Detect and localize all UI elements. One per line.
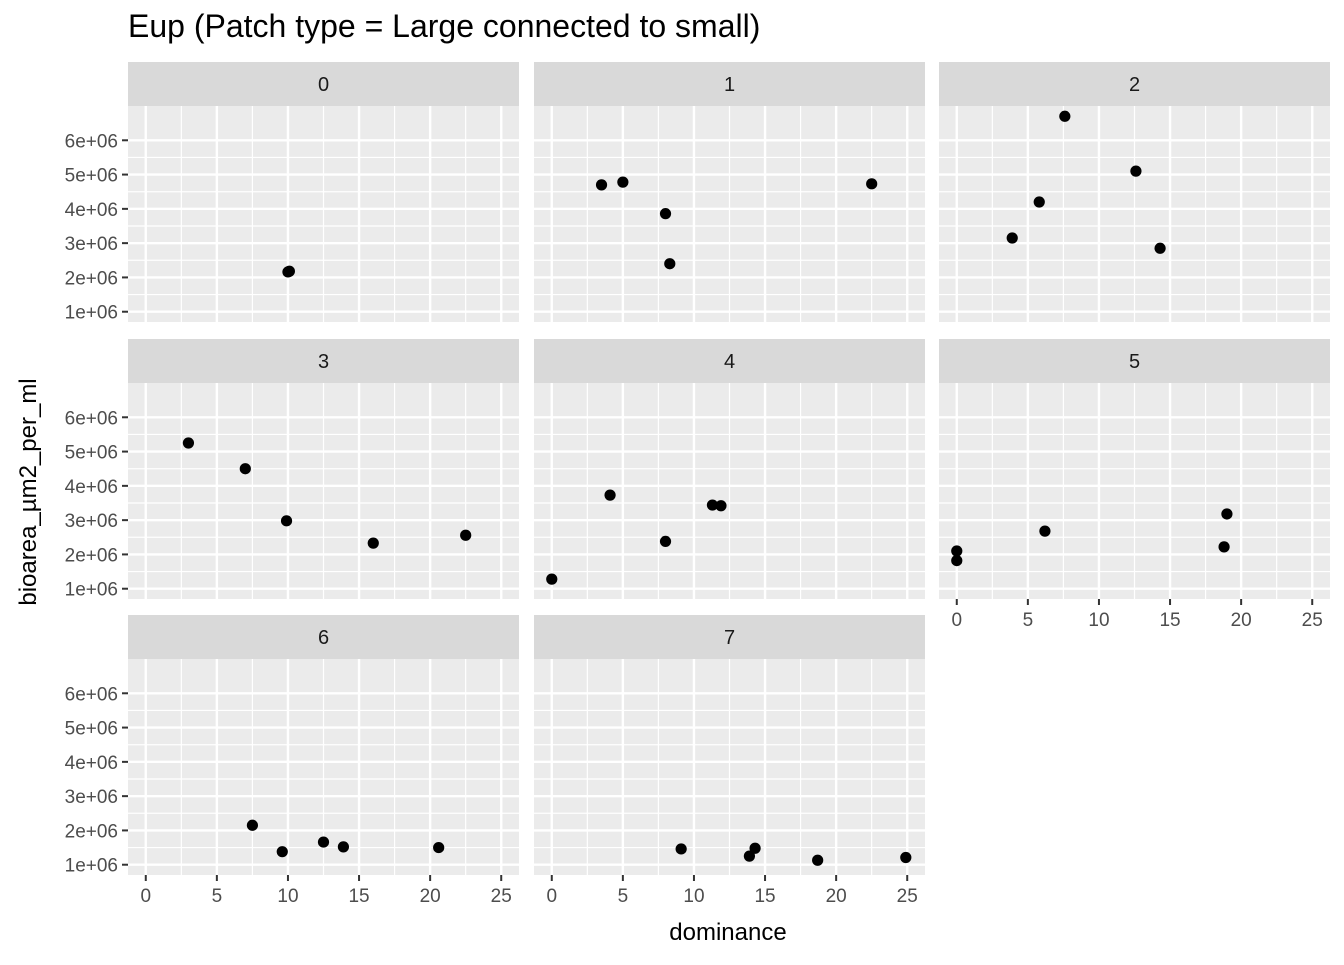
- y-tick-label: 2e+06: [65, 821, 118, 842]
- data-point: [460, 529, 472, 541]
- data-point: [866, 178, 878, 190]
- facet-strip: [128, 615, 519, 659]
- x-tick-label: 20: [826, 886, 847, 907]
- y-tick-label: 2e+06: [65, 545, 118, 566]
- data-point: [246, 819, 259, 831]
- facet-strip: [939, 62, 1330, 106]
- data-point: [743, 850, 756, 862]
- data-point: [715, 500, 727, 512]
- x-tick-label: 25: [897, 886, 918, 907]
- facet-label: 0: [318, 74, 329, 96]
- data-point: [951, 545, 963, 557]
- y-tick-label: 3e+06: [65, 787, 118, 808]
- x-tick-label: 25: [491, 886, 512, 907]
- y-tick-label: 3e+06: [65, 511, 118, 532]
- y-tick-label: 5e+06: [65, 443, 118, 464]
- x-tick-label: 10: [1088, 610, 1109, 631]
- y-tick-label: 4e+06: [65, 477, 118, 498]
- data-point: [664, 258, 676, 270]
- data-point: [317, 836, 330, 848]
- x-tick-label: 20: [420, 886, 441, 907]
- y-tick-label: 4e+06: [65, 753, 118, 774]
- data-point: [749, 842, 761, 854]
- data-point: [617, 176, 629, 188]
- data-point: [900, 851, 912, 864]
- y-tick-label: 6e+06: [65, 131, 118, 152]
- data-point: [283, 265, 295, 277]
- x-axis-title: dominance: [669, 919, 786, 946]
- data-point: [706, 499, 719, 511]
- x-tick-label: 10: [277, 886, 298, 907]
- data-point: [280, 515, 293, 527]
- x-tick-label: 5: [618, 886, 629, 907]
- y-tick-label: 1e+06: [65, 580, 118, 601]
- data-point: [1154, 242, 1166, 254]
- facet-label: 2: [1129, 74, 1140, 96]
- data-point: [239, 463, 251, 475]
- facet-label: 5: [1129, 351, 1140, 373]
- facet-strip: [534, 339, 925, 383]
- facet-strip: [128, 62, 519, 106]
- data-point: [1130, 165, 1142, 177]
- y-tick-label: 4e+06: [65, 200, 118, 221]
- y-tick-label: 2e+06: [65, 268, 118, 289]
- data-point: [675, 843, 687, 855]
- y-tick-label: 6e+06: [65, 684, 118, 705]
- x-tick-label: 20: [1231, 610, 1252, 631]
- facet-strip: [939, 339, 1330, 383]
- facet-label: 6: [318, 627, 329, 649]
- y-axis-title: bioarea_µm2_per_ml: [15, 378, 42, 605]
- x-tick-label: 5: [212, 886, 223, 907]
- data-point: [1039, 525, 1051, 537]
- x-tick-label: 0: [951, 610, 962, 631]
- x-tick-label: 15: [1159, 610, 1180, 631]
- y-tick-label: 6e+06: [65, 408, 118, 429]
- x-tick-label: 0: [140, 886, 151, 907]
- facet-strip: [128, 339, 519, 383]
- x-tick-label: 10: [683, 886, 704, 907]
- facet-label: 1: [724, 74, 735, 96]
- data-point: [951, 555, 963, 567]
- data-point: [182, 437, 195, 449]
- data-point: [659, 208, 672, 220]
- data-point: [1033, 196, 1045, 208]
- x-tick-label: 25: [1302, 610, 1323, 631]
- facet-label: 3: [318, 351, 329, 373]
- data-point: [546, 573, 558, 585]
- x-tick-label: 15: [348, 886, 369, 907]
- y-tick-label: 1e+06: [65, 303, 118, 324]
- facet-strip: [534, 62, 925, 106]
- data-point: [1006, 232, 1018, 244]
- y-tick-label: 5e+06: [65, 166, 118, 187]
- x-tick-label: 0: [546, 886, 557, 907]
- facet-label: 7: [724, 627, 735, 649]
- x-tick-label: 15: [754, 886, 775, 907]
- data-point: [276, 846, 288, 858]
- data-point: [604, 489, 616, 501]
- y-tick-label: 3e+06: [65, 234, 118, 255]
- data-point: [433, 841, 445, 854]
- x-tick-label: 5: [1023, 610, 1034, 631]
- chart-title: Eup (Patch type = Large connected to sma…: [128, 8, 761, 44]
- data-point: [1059, 110, 1071, 122]
- y-tick-label: 1e+06: [65, 856, 118, 877]
- facet-label: 4: [724, 351, 735, 373]
- data-point: [812, 854, 824, 866]
- data-point: [337, 841, 350, 853]
- data-point: [1221, 508, 1233, 520]
- data-point: [659, 535, 672, 548]
- facet-strip: [534, 615, 925, 659]
- data-point: [595, 179, 608, 191]
- y-tick-label: 5e+06: [65, 719, 118, 740]
- data-point: [367, 537, 379, 549]
- data-point: [1218, 541, 1230, 553]
